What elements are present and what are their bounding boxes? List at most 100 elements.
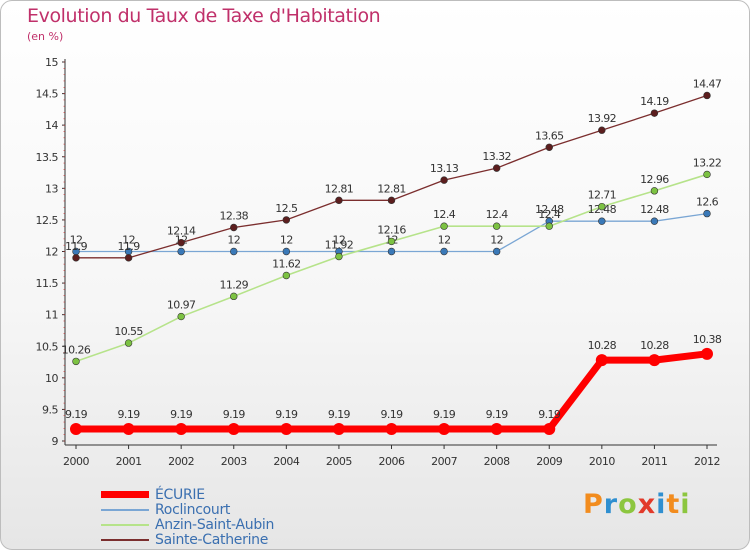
x-tick-label: 2011 — [641, 455, 667, 468]
data-point — [282, 216, 291, 224]
data-point — [124, 254, 133, 262]
data-point — [332, 422, 345, 435]
data-point — [703, 209, 711, 218]
y-tick-label: 10 — [45, 372, 58, 385]
data-label: 13.65 — [535, 129, 564, 142]
data-point — [701, 347, 713, 360]
y-tick-label: 14.5 — [36, 88, 59, 101]
data-point — [335, 196, 343, 205]
data-label: 12.71 — [588, 189, 617, 202]
y-tick-label: 13.5 — [36, 151, 59, 164]
data-label: 12.48 — [640, 203, 669, 216]
data-label: 9.19 — [538, 408, 561, 421]
data-label: 12 — [122, 234, 135, 247]
data-point — [543, 422, 556, 435]
data-point — [177, 238, 185, 247]
data-label: 10.38 — [693, 333, 722, 346]
y-tick-label: 11.5 — [36, 277, 59, 290]
data-point — [280, 422, 293, 435]
data-label: 12 — [227, 234, 240, 247]
data-point — [490, 422, 503, 435]
x-tick-label: 2002 — [168, 455, 194, 468]
data-label: 12 — [70, 234, 83, 247]
x-tick-label: 2010 — [589, 455, 615, 468]
data-label: 12 — [280, 234, 293, 247]
data-point — [440, 247, 448, 256]
data-point — [122, 422, 135, 435]
data-label: 12 — [333, 234, 346, 247]
y-tick-label: 13 — [45, 182, 58, 195]
data-label: 10.28 — [640, 339, 669, 352]
data-point — [545, 143, 553, 151]
logo-letter: i — [680, 489, 691, 520]
data-point — [177, 312, 185, 321]
data-label: 9.19 — [433, 408, 456, 421]
x-tick-label: 2003 — [221, 455, 247, 468]
legend-label: Sainte-Catherine — [155, 531, 269, 548]
x-tick-label: 2000 — [63, 455, 89, 468]
data-label: 12.38 — [220, 209, 249, 222]
data-point — [230, 247, 238, 256]
data-label: 10.55 — [114, 325, 143, 338]
data-point — [703, 91, 711, 100]
logo-letter: x — [637, 489, 657, 520]
x-tick-label: 2008 — [484, 455, 510, 468]
data-point — [385, 422, 398, 435]
logo-letter: o — [618, 489, 638, 520]
x-tick-label: 2005 — [326, 455, 352, 468]
data-label: 9.19 — [118, 408, 141, 421]
data-label: 12.4 — [486, 208, 509, 221]
data-point — [650, 187, 659, 195]
data-label: 12.4 — [538, 208, 561, 221]
data-point — [492, 164, 501, 172]
logo-letter: i — [656, 489, 667, 520]
data-point — [387, 196, 396, 205]
data-point — [595, 354, 608, 367]
data-label: 9.19 — [223, 408, 246, 421]
data-point — [492, 247, 501, 256]
x-tick-label: 2007 — [431, 455, 457, 468]
legend-item: Sainte-Catherine — [101, 531, 274, 548]
data-label: 12.96 — [640, 173, 669, 186]
data-point — [387, 247, 396, 256]
data-label: 12.14 — [167, 225, 196, 238]
data-label: 11.9 — [118, 240, 141, 253]
data-label: 13.22 — [693, 156, 722, 169]
data-label: 14.47 — [693, 77, 722, 90]
data-point — [438, 422, 451, 435]
x-tick-label: 2006 — [379, 455, 405, 468]
chart-title: Evolution du Taux de Taxe d'Habitation — [27, 5, 381, 27]
legend-swatch — [101, 523, 149, 526]
data-label: 12.4 — [433, 208, 456, 221]
x-tick-label: 2004 — [273, 455, 299, 468]
x-tick-label: 2009 — [536, 455, 562, 468]
data-point — [648, 354, 661, 367]
y-tick-label: 9.5 — [42, 403, 58, 416]
data-point — [282, 271, 291, 280]
legend-swatch — [101, 491, 149, 498]
y-tick-label: 15 — [45, 56, 58, 69]
data-label: 14.19 — [640, 95, 669, 108]
legend-item: ÉCURIE — [101, 487, 274, 503]
chart-subtitle: (en %) — [27, 30, 64, 43]
data-label: 11.9 — [65, 240, 88, 253]
y-tick-label: 12.5 — [36, 214, 59, 227]
legend-swatch — [101, 538, 149, 541]
legend-swatch — [101, 508, 149, 511]
data-point — [598, 202, 606, 211]
data-point — [124, 339, 133, 347]
data-label: 10.97 — [167, 299, 196, 312]
y-tick-label: 12 — [45, 246, 58, 259]
data-label: 11.29 — [220, 278, 249, 291]
data-point — [70, 422, 82, 435]
logo-letter: t — [666, 489, 681, 520]
data-label: 12.6 — [696, 196, 719, 209]
data-point — [175, 422, 188, 435]
data-point — [230, 223, 238, 232]
data-point — [650, 217, 659, 225]
proxiti-logo: Proxiti — [583, 489, 691, 520]
data-point — [72, 254, 80, 262]
logo-letter: r — [603, 489, 619, 520]
